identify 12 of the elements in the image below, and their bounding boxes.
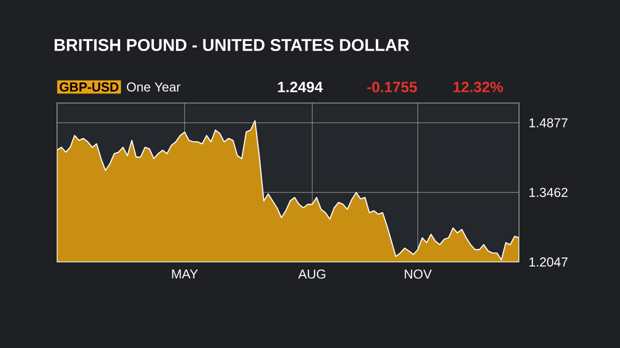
- x-tick-label: MAY: [172, 270, 198, 278]
- text: One Year: [126, 82, 180, 92]
- y-tick-label: 1.3462: [530, 188, 568, 197]
- x-tick-label: NOV: [404, 270, 432, 279]
- text: -0.1755: [367, 82, 417, 92]
- y-tick-label: 1.2047: [530, 257, 568, 267]
- x-tick-label: AUG: [298, 270, 326, 279]
- text: GBP-USD: [60, 82, 118, 92]
- chart-title: BRITISH POUND - UNITED STATES DOLLAR: [54, 39, 410, 51]
- y-tick-label: 1.4877: [530, 118, 568, 128]
- text: 1.2494: [278, 82, 323, 92]
- text: 12.32%: [454, 82, 503, 92]
